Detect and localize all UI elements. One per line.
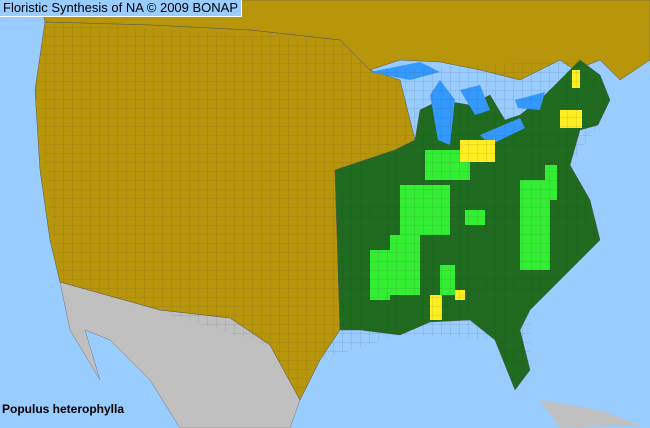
caribbean-islands	[540, 400, 640, 428]
species-label: Populus heterophylla	[2, 402, 125, 416]
map-title: Floristic Synthesis of NA © 2009 BONAP	[0, 0, 243, 17]
